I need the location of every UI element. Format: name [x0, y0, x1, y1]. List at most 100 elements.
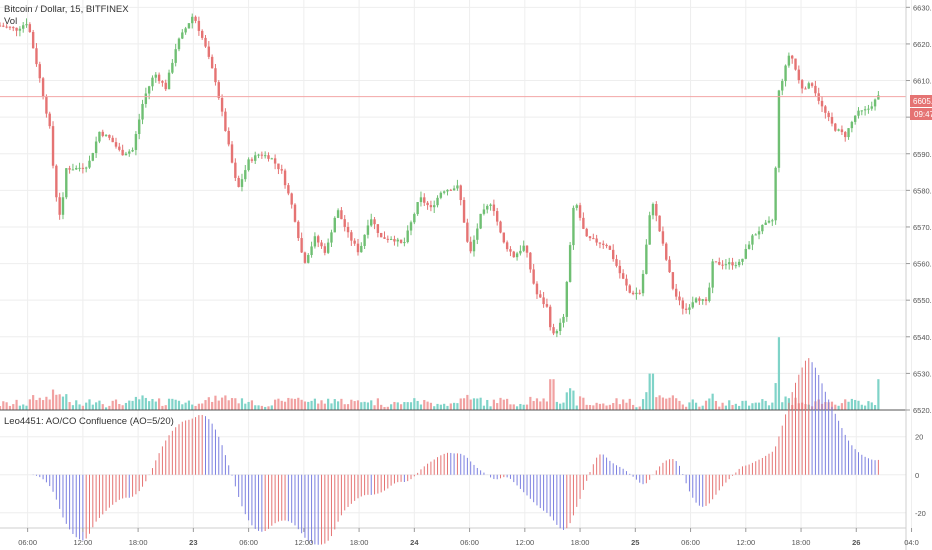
volume-bar	[18, 405, 21, 410]
volume-bar	[386, 406, 389, 410]
volume-bar	[303, 401, 307, 410]
volume-bar	[343, 404, 346, 410]
candle-body	[499, 221, 502, 233]
candle-body	[747, 244, 751, 249]
volume-bar	[840, 403, 844, 410]
candle-body	[91, 153, 95, 161]
volume-bar	[565, 392, 568, 410]
volume-bar	[264, 406, 267, 410]
candle-body	[751, 235, 754, 245]
volume-bar	[860, 404, 863, 410]
candle-body	[641, 273, 645, 294]
candle-body	[22, 25, 25, 29]
indicator-label[interactable]: Leo4451: AO/CO Confluence (AO=5/20)	[4, 416, 174, 427]
volume-bar	[78, 404, 81, 410]
volume-bar	[323, 403, 326, 410]
candle-body	[71, 169, 75, 171]
time-tick-label: 18:00	[792, 538, 811, 547]
symbol-title[interactable]: Bitcoin / Dollar, 15, BITFINEX	[4, 4, 129, 15]
candle-body	[708, 287, 711, 302]
candle-body	[658, 215, 661, 232]
candle-body	[764, 222, 767, 225]
volume-bar	[416, 400, 419, 410]
candle-body	[366, 225, 370, 235]
volume-label[interactable]: Vol	[4, 16, 17, 27]
candle-body	[492, 204, 496, 212]
candle-body	[592, 238, 595, 240]
candle-body	[257, 154, 260, 156]
time-tick-label: 26	[852, 538, 860, 547]
volume-bar	[429, 402, 433, 410]
candle-body	[479, 213, 482, 229]
candle-body	[850, 121, 854, 129]
volume-bar	[681, 404, 684, 410]
volume-bar	[91, 404, 94, 410]
candle-body	[495, 211, 499, 222]
volume-bar	[622, 399, 625, 410]
volume-bar	[598, 403, 602, 410]
volume-bar	[38, 397, 41, 410]
candle-body	[681, 300, 685, 309]
candle-body	[386, 238, 390, 240]
time-tick-label: 04:0	[904, 538, 919, 547]
volume-bar	[71, 405, 75, 410]
volume-bar	[406, 402, 409, 410]
candle-body	[134, 134, 138, 150]
candle-body	[310, 246, 313, 256]
volume-bar	[469, 399, 472, 410]
volume-bar	[864, 405, 867, 410]
volume-bars	[0, 337, 880, 410]
volume-bar	[459, 398, 462, 410]
candle-body	[409, 222, 413, 231]
candle-body	[645, 244, 648, 274]
osc-tick-label: 0	[915, 471, 919, 480]
candle-body	[250, 159, 254, 161]
chart-grid	[0, 0, 913, 528]
candle-body	[217, 82, 220, 98]
candle-body	[714, 261, 718, 263]
candle-body	[350, 232, 353, 241]
candle-body	[877, 95, 880, 100]
candle-body	[724, 264, 728, 266]
time-axis[interactable]: 06:00 12:00 18:00 23 06:00 12:00 18:00 24 06:00 1…	[18, 528, 919, 547]
candle-body	[489, 204, 492, 206]
volume-bar	[552, 379, 555, 410]
volume-bar	[75, 400, 78, 410]
price-tick-label: 6610.0	[913, 77, 932, 86]
volume-bar	[293, 398, 297, 410]
candle-body	[247, 159, 250, 171]
volume-bar	[433, 406, 436, 410]
volume-bar	[317, 403, 320, 410]
volume-bar	[68, 402, 71, 410]
volume-bar	[711, 393, 714, 410]
volume-bar	[728, 400, 731, 410]
volume-bar	[615, 398, 618, 410]
volume-bar	[675, 398, 678, 410]
volume-bar	[5, 402, 8, 410]
volume-bar	[515, 406, 519, 410]
volume-bar	[744, 400, 747, 410]
candle-body	[25, 24, 28, 26]
volume-bar	[164, 405, 167, 410]
volume-bar	[751, 403, 754, 410]
volume-bar	[118, 404, 121, 410]
candle-body	[539, 294, 542, 298]
candle-body	[844, 132, 847, 138]
candle-body	[340, 210, 343, 220]
volume-bar	[346, 404, 350, 410]
volume-bar	[532, 401, 535, 410]
volume-bar	[738, 405, 741, 410]
candle-body	[535, 283, 539, 295]
candle-body	[101, 131, 104, 136]
volume-bar	[774, 383, 777, 410]
candle-body	[429, 205, 433, 208]
candle-body	[323, 246, 327, 253]
volume-bar	[280, 400, 283, 410]
candle-body	[313, 236, 317, 247]
candle-body	[214, 68, 217, 83]
candle-body	[181, 32, 184, 39]
candle-body	[423, 197, 426, 203]
candle-body	[777, 90, 781, 168]
candle-body	[8, 26, 12, 28]
